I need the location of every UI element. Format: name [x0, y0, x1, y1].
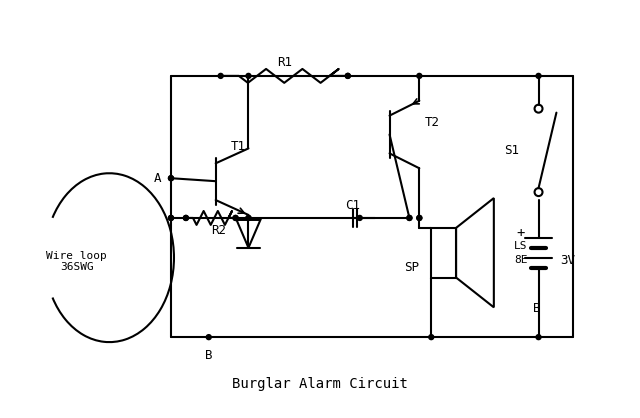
Circle shape	[233, 215, 238, 220]
Circle shape	[218, 74, 223, 78]
Text: T2: T2	[424, 116, 439, 129]
Text: SP: SP	[404, 261, 419, 274]
Text: +: +	[516, 226, 525, 240]
Circle shape	[184, 215, 188, 220]
Text: 3V: 3V	[561, 254, 575, 267]
Circle shape	[346, 74, 350, 78]
Circle shape	[407, 215, 412, 220]
Circle shape	[246, 74, 251, 78]
Circle shape	[168, 215, 173, 220]
Bar	[431, 228, 456, 278]
Text: Burglar Alarm Circuit: Burglar Alarm Circuit	[232, 377, 408, 391]
Circle shape	[417, 215, 422, 220]
Text: 8E: 8E	[514, 255, 527, 265]
Text: LS: LS	[514, 241, 527, 251]
Text: B: B	[205, 349, 212, 362]
Circle shape	[246, 215, 251, 220]
Text: A: A	[154, 172, 161, 185]
Circle shape	[346, 74, 350, 78]
Circle shape	[536, 74, 541, 78]
Text: S1: S1	[504, 144, 518, 157]
Circle shape	[246, 215, 251, 220]
Circle shape	[407, 215, 412, 220]
Text: R1: R1	[276, 56, 292, 69]
Circle shape	[168, 176, 173, 181]
Circle shape	[168, 176, 173, 181]
Circle shape	[233, 215, 238, 220]
Text: C1: C1	[346, 199, 360, 212]
Circle shape	[417, 74, 422, 78]
Text: T1: T1	[230, 140, 246, 153]
Circle shape	[168, 215, 173, 220]
Circle shape	[429, 335, 434, 340]
Text: R2: R2	[212, 224, 227, 237]
Circle shape	[357, 215, 362, 220]
Circle shape	[184, 215, 188, 220]
Text: Wire loop
36SWG: Wire loop 36SWG	[46, 251, 107, 273]
Text: B: B	[533, 302, 540, 315]
Circle shape	[536, 335, 541, 340]
Circle shape	[417, 215, 422, 220]
Circle shape	[206, 335, 211, 340]
